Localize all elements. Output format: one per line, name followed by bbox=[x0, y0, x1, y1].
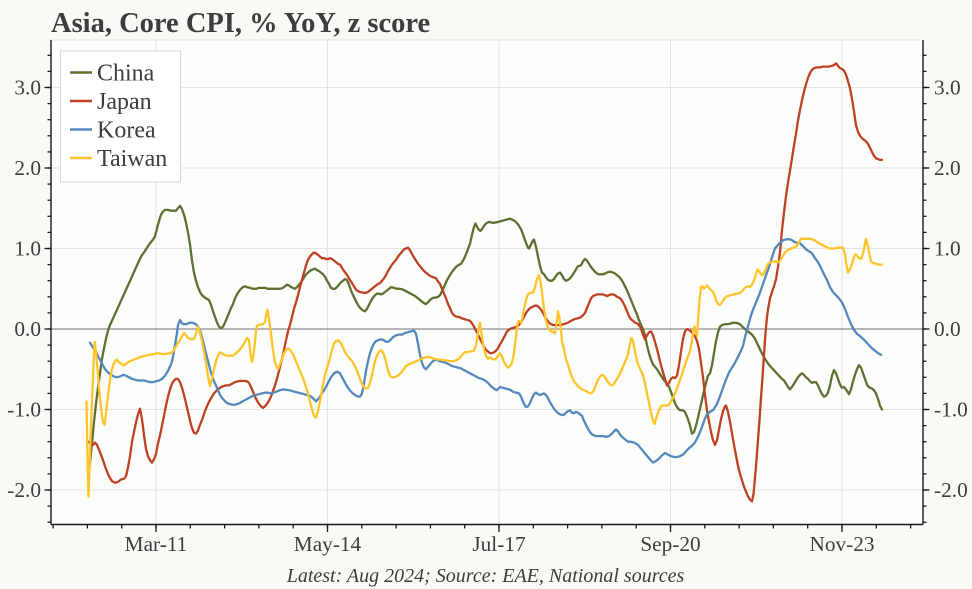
svg-text:0.0: 0.0 bbox=[934, 317, 961, 341]
svg-text:-2.0: -2.0 bbox=[934, 478, 968, 502]
svg-text:Jul-17: Jul-17 bbox=[472, 532, 526, 556]
svg-text:Asia, Core CPI, % YoY, z score: Asia, Core CPI, % YoY, z score bbox=[51, 8, 430, 39]
svg-text:Mar-11: Mar-11 bbox=[125, 532, 188, 556]
svg-text:0.0: 0.0 bbox=[14, 317, 41, 341]
svg-text:-1.0: -1.0 bbox=[7, 398, 41, 422]
svg-text:3.0: 3.0 bbox=[14, 76, 41, 100]
svg-text:Latest: Aug 2024; Source: EAE,: Latest: Aug 2024; Source: EAE, National … bbox=[286, 565, 685, 587]
svg-text:1.0: 1.0 bbox=[934, 237, 961, 261]
svg-text:May-14: May-14 bbox=[294, 532, 362, 556]
svg-text:Sep-20: Sep-20 bbox=[640, 532, 700, 556]
svg-text:Nov-23: Nov-23 bbox=[809, 532, 874, 556]
svg-text:Korea: Korea bbox=[97, 118, 156, 144]
svg-text:1.0: 1.0 bbox=[14, 237, 41, 261]
svg-text:2.0: 2.0 bbox=[934, 156, 961, 180]
svg-text:Japan: Japan bbox=[97, 89, 152, 115]
svg-text:China: China bbox=[97, 61, 155, 87]
svg-text:-2.0: -2.0 bbox=[7, 478, 41, 502]
svg-text:3.0: 3.0 bbox=[934, 76, 961, 100]
svg-text:2.0: 2.0 bbox=[14, 156, 41, 180]
svg-text:Taiwan: Taiwan bbox=[97, 146, 167, 172]
svg-text:-1.0: -1.0 bbox=[934, 398, 968, 422]
